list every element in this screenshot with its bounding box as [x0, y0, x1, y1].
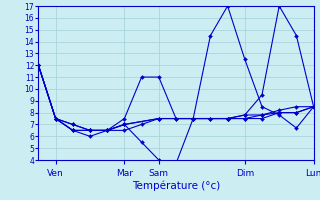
X-axis label: Température (°c): Température (°c)	[132, 181, 220, 191]
